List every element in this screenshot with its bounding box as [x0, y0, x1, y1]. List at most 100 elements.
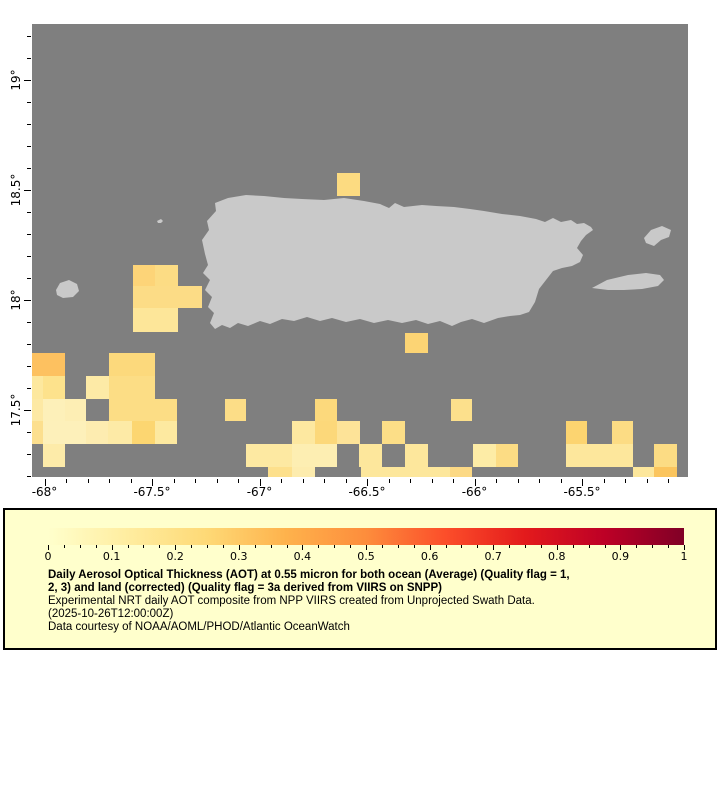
- aot-cell: [566, 444, 633, 467]
- y-tick: [23, 300, 31, 301]
- x-tick: [216, 478, 218, 483]
- colorbar-tick-label: 0.6: [420, 550, 439, 563]
- colorbar-tick: [397, 545, 399, 548]
- aot-cell: [43, 376, 65, 399]
- x-tick: [130, 478, 132, 483]
- y-tick: [26, 36, 31, 37]
- legend-credit: Data courtesy of NOAA/AOML/PHOD/Atlantic…: [48, 620, 350, 633]
- x-tick: [625, 478, 626, 483]
- colorbar-tick: [366, 545, 367, 550]
- y-tick: [26, 124, 31, 125]
- aot-cell: [654, 467, 677, 477]
- aot-cell: [450, 467, 472, 477]
- colorbar-tick: [159, 545, 161, 548]
- aot-cell: [496, 444, 518, 467]
- y-tick: [26, 278, 31, 279]
- x-tick: [238, 478, 239, 483]
- aot-cell: [32, 421, 43, 444]
- colorbar-tick: [238, 545, 240, 550]
- colorbar-tick: [63, 545, 65, 548]
- aot-cell: [133, 265, 155, 286]
- colorbar-tick: [636, 545, 638, 548]
- x-tick: [517, 478, 519, 483]
- x-tick: [388, 478, 390, 483]
- x-tick: [367, 478, 368, 486]
- aot-cell: [32, 399, 43, 421]
- aot-cell: [337, 421, 360, 444]
- y-tick: [26, 58, 31, 59]
- y-tick: [26, 256, 31, 257]
- colorbar-tick: [191, 545, 193, 548]
- aot-cell: [566, 421, 587, 444]
- colorbar-tick: [175, 545, 177, 550]
- legend-subtitle: Experimental NRT daily AOT composite fro…: [48, 594, 535, 607]
- colorbar-tick-label: 0.7: [484, 550, 502, 563]
- y-tick: [26, 388, 31, 389]
- x-tick: [302, 478, 304, 483]
- y-tick: [26, 168, 31, 169]
- colorbar-tick: [95, 545, 97, 548]
- colorbar-tick-label: 0.2: [166, 550, 184, 563]
- x-tick: [431, 478, 433, 483]
- y-tick: [26, 454, 31, 455]
- x-tick: [496, 478, 497, 483]
- colorbar-tick-label: 0.1: [102, 550, 121, 563]
- x-tick-label: -66°: [461, 485, 488, 499]
- island-culebra: [644, 226, 671, 246]
- aot-cell: [86, 421, 108, 444]
- colorbar-tick: [509, 545, 511, 548]
- colorbar-tick: [334, 545, 336, 548]
- colorbar-tick: [556, 545, 558, 550]
- colorbar-tick: [350, 545, 352, 548]
- colorbar-tick: [604, 545, 606, 548]
- legend-caption: Daily Aerosol Optical Thickness (AOT) at…: [48, 569, 570, 634]
- x-tick-label: -68°: [31, 485, 58, 499]
- x-tick: [345, 478, 347, 483]
- aot-cell: [292, 467, 315, 477]
- colorbar-tick: [477, 545, 479, 548]
- aot-cell: [109, 353, 155, 376]
- colorbar-tick-label: 0.5: [357, 550, 375, 563]
- aot-cell: [405, 444, 428, 467]
- x-tick: [173, 478, 175, 483]
- colorbar-tick: [445, 545, 447, 548]
- aot-cell: [361, 467, 450, 477]
- colorbar-tick-label: 0.4: [293, 550, 312, 563]
- x-tick-label: -65.5°: [563, 485, 601, 499]
- aot-cell: [292, 444, 337, 467]
- islands-layer: [56, 195, 671, 329]
- aot-cell: [86, 376, 110, 399]
- aot-cell: [32, 353, 65, 376]
- y-tick: [26, 212, 31, 213]
- colorbar-tick: [381, 545, 383, 548]
- y-tick: [23, 80, 31, 81]
- aot-cell: [292, 421, 315, 444]
- aot-cell: [473, 444, 496, 467]
- colorbar-tick: [493, 545, 495, 550]
- aot-cell: [246, 444, 292, 467]
- y-tick-label: 19°: [9, 69, 23, 91]
- aot-cell: [315, 421, 337, 444]
- aot-cell: [132, 421, 155, 444]
- colorbar-tick: [48, 545, 49, 550]
- colorbar-tick: [127, 545, 129, 548]
- colorbar-tick: [540, 545, 542, 548]
- x-tick: [259, 478, 261, 486]
- y-tick: [23, 410, 31, 411]
- colorbar-tick: [572, 545, 574, 548]
- x-tick: [152, 478, 153, 486]
- legend-timestamp: (2025-10-26T12:00:00Z): [48, 607, 174, 620]
- colorbar-tick: [143, 545, 145, 548]
- x-tick: [410, 478, 411, 483]
- aot-cell: [65, 399, 86, 421]
- aot-cell: [382, 421, 405, 444]
- aot-cell: [43, 421, 86, 444]
- y-tick-label: 17.5°: [9, 393, 23, 427]
- colorbar-tick: [286, 545, 288, 548]
- colorbar-tick: [525, 545, 526, 548]
- colorbar-tick: [588, 545, 590, 548]
- aot-cell: [612, 421, 633, 444]
- y-tick: [26, 476, 31, 477]
- aot-cell: [225, 399, 246, 421]
